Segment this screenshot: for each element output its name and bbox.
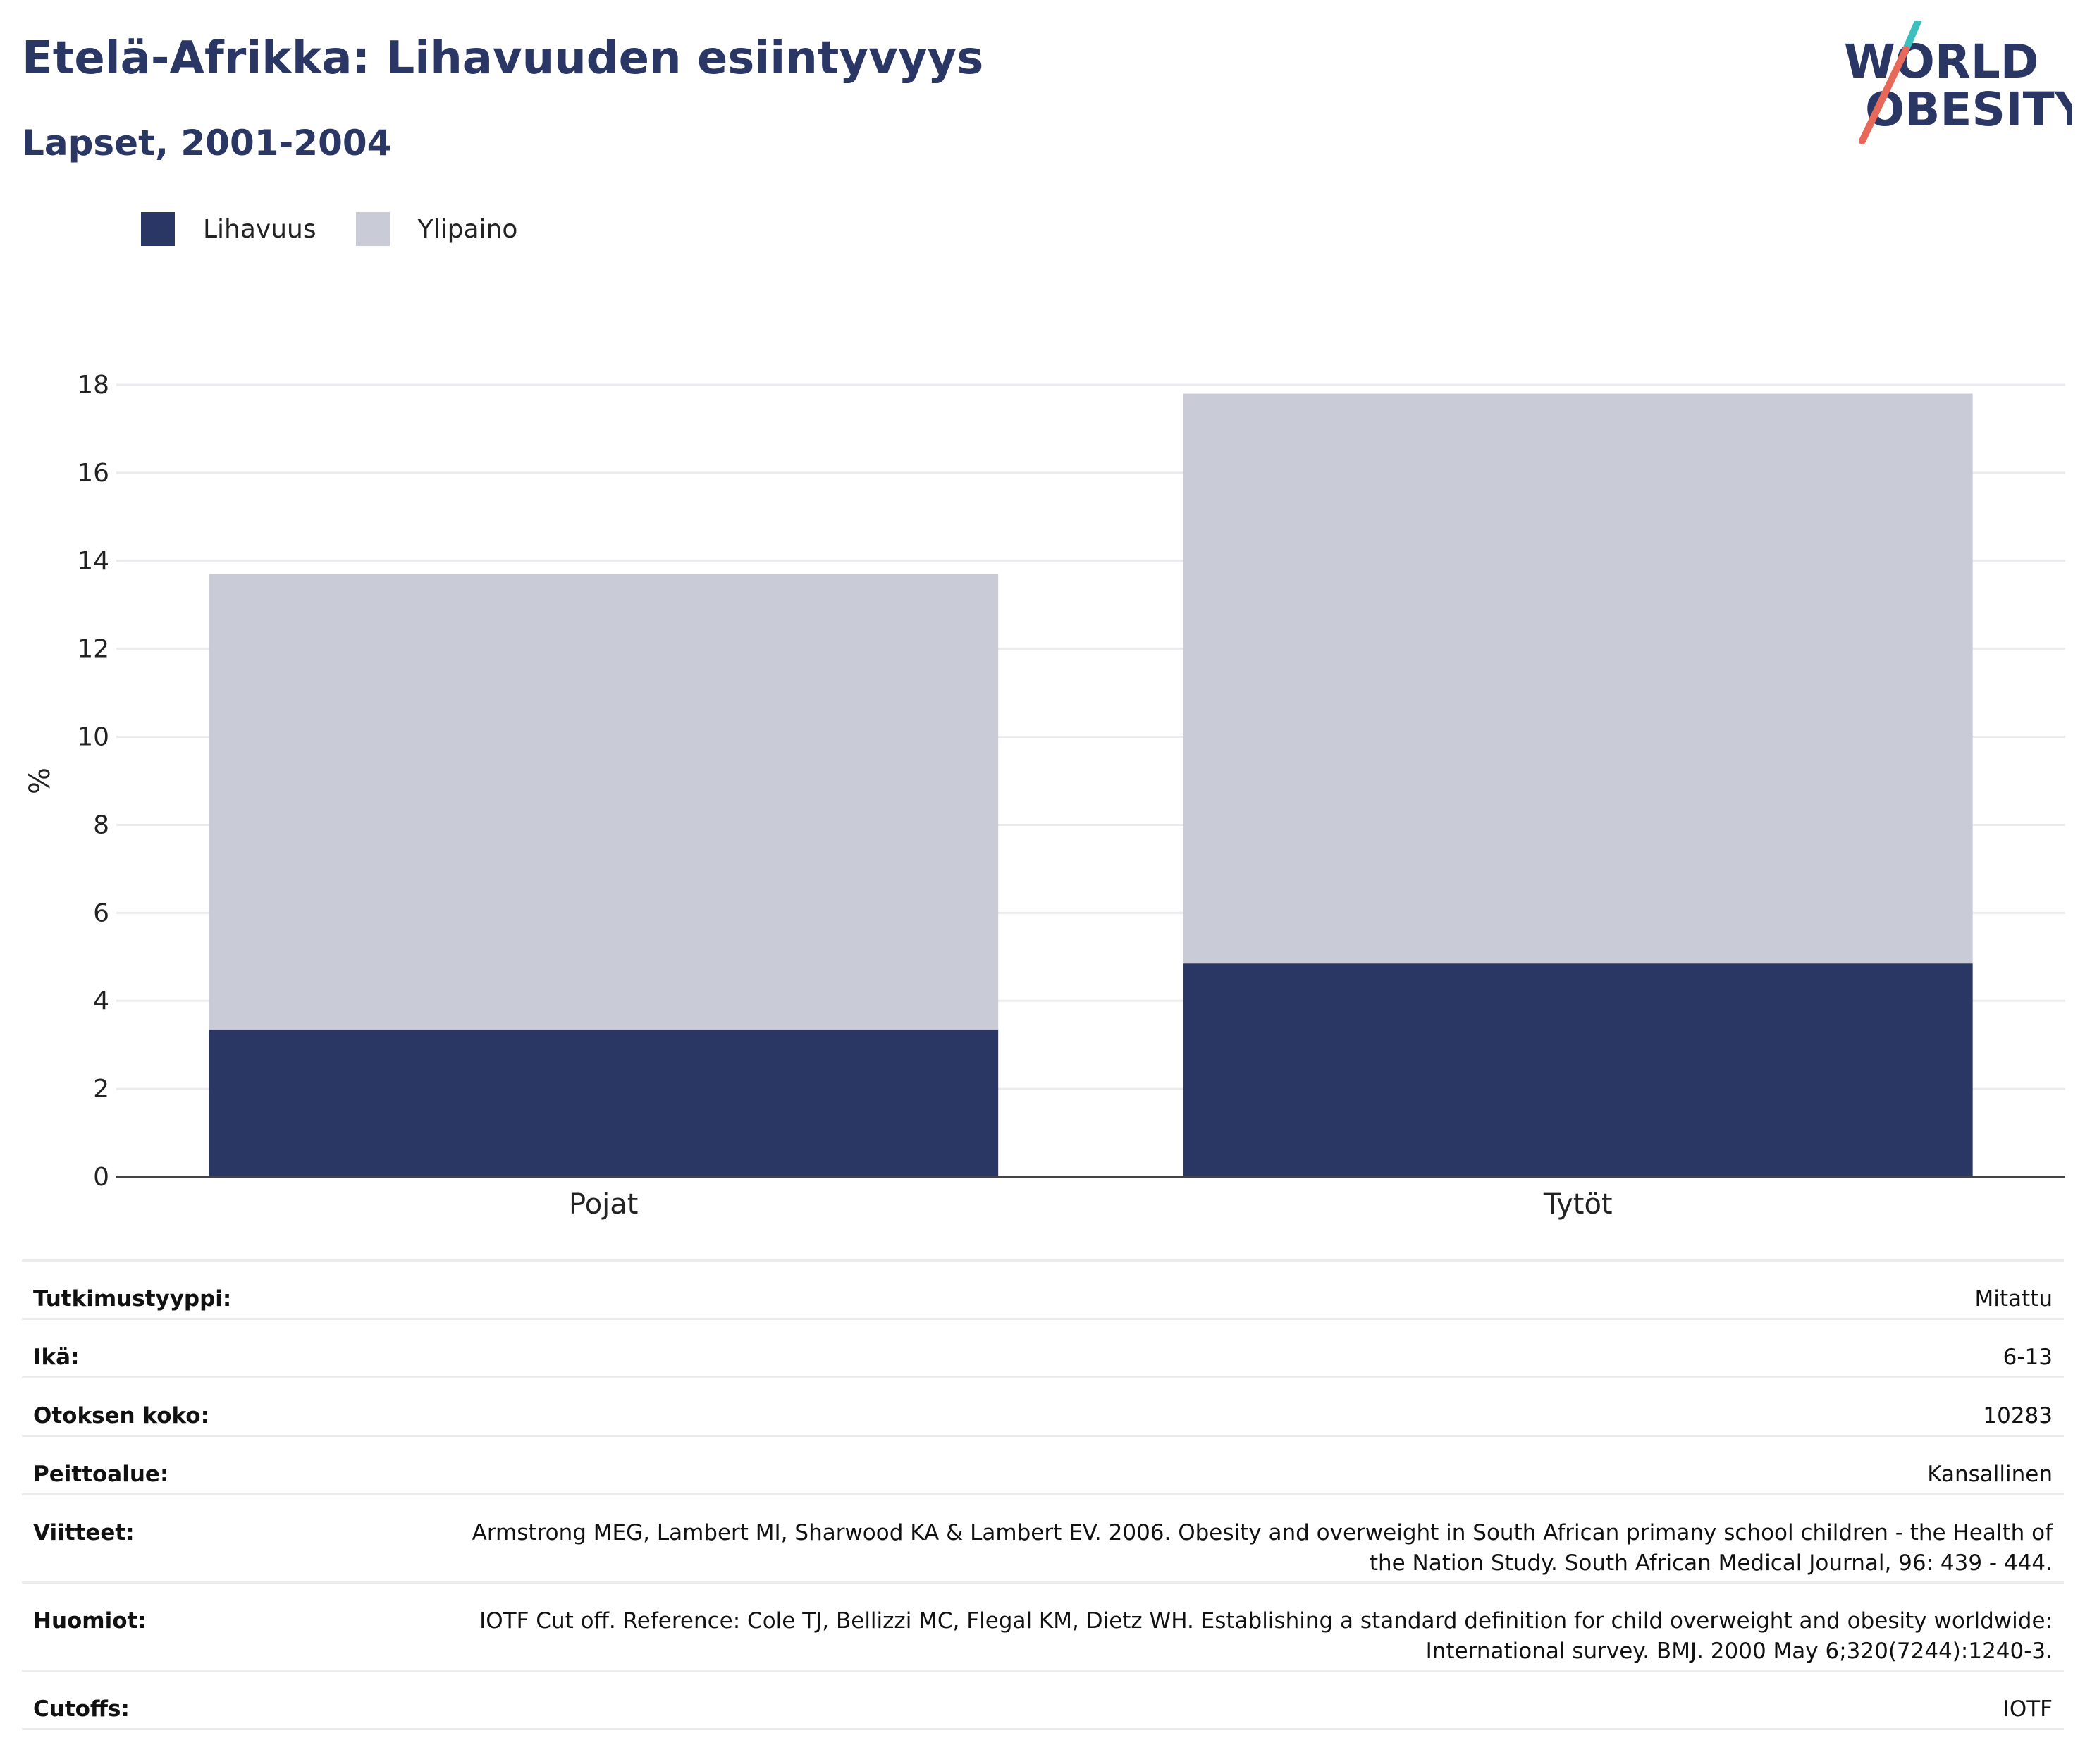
legend-item-obesity[interactable]: Lihavuus (141, 212, 316, 246)
world-obesity-logo: WORLD OBESITY (1844, 21, 2072, 144)
info-value: 10283 (1983, 1403, 2053, 1429)
legend-label-overweight: Ylipaino (417, 214, 518, 244)
info-value: 6-13 (2003, 1345, 2053, 1370)
info-row: Peittoalue: Kansallinen (22, 1437, 2064, 1495)
info-row: Ikä: 6-13 (22, 1320, 2064, 1378)
info-value: Armstrong MEG, Lambert MI, Sharwood KA &… (472, 1520, 2053, 1576)
legend-item-overweight[interactable]: Ylipaino (355, 212, 518, 246)
bar-overweight (209, 574, 999, 1030)
bar-chart: 0 2 4 6 8 10 12 14 16 18% Pojat Tytöt (24, 371, 2065, 1221)
info-value: Kansallinen (1927, 1462, 2053, 1487)
y-tick-label: 16 (77, 459, 109, 488)
info-key: Ikä: (33, 1345, 80, 1370)
y-tick-label: 10 (77, 723, 109, 752)
y-tick-label: 6 (93, 899, 109, 927)
logo-line1: WORLD (1844, 35, 2039, 89)
x-tick-label: Tytöt (1543, 1188, 1613, 1221)
x-tick-label: Pojat (569, 1188, 638, 1221)
y-tick-label: 4 (93, 987, 109, 1016)
y-tick-label: 0 (93, 1163, 109, 1192)
y-tick-label: 12 (77, 635, 109, 664)
logo-line2: OBESITY (1865, 82, 2072, 137)
info-key: Huomiot: (33, 1608, 147, 1634)
y-axis-label: % (24, 767, 56, 794)
info-row: Tutkimustyyppi: Mitattu (22, 1262, 2064, 1320)
bar-obesity (209, 1029, 999, 1177)
chart-legend: Lihavuus Ylipaino (141, 211, 557, 247)
info-key: Cutoffs: (33, 1696, 130, 1722)
y-tick-label: 2 (93, 1075, 109, 1104)
info-value: IOTF Cut off. Reference: Cole TJ, Belliz… (479, 1608, 2053, 1664)
info-key: Otoksen koko: (33, 1403, 209, 1429)
info-row: Viitteet: Armstrong MEG, Lambert MI, Shar… (22, 1495, 2064, 1584)
chart-subtitle: Lapset, 2001-2004 (22, 123, 392, 164)
legend-swatch-obesity (141, 212, 175, 246)
info-key: Peittoalue: (33, 1462, 169, 1487)
y-tick-label: 14 (77, 547, 109, 576)
y-tick-label: 18 (77, 371, 109, 400)
info-row: Otoksen koko: 10283 (22, 1378, 2064, 1437)
info-value: Mitattu (1974, 1286, 2053, 1312)
info-key: Tutkimustyyppi: (33, 1286, 232, 1312)
chart-title: Etelä-Afrikka: Lihavuuden esiintyvyys (22, 32, 984, 85)
bar-overweight (1183, 393, 1973, 964)
info-value: IOTF (2003, 1696, 2053, 1722)
legend-swatch-overweight (355, 212, 390, 246)
legend-label-obesity: Lihavuus (203, 214, 316, 244)
info-key: Viitteet: (33, 1520, 135, 1546)
info-row: Huomiot: IOTF Cut off. Reference: Cole TJ… (22, 1584, 2064, 1672)
y-tick-label: 8 (93, 810, 109, 839)
info-row: Cutoffs: IOTF (22, 1672, 2064, 1730)
study-info-table: Tutkimustyyppi: Mitattu Ikä: 6-13 Otoksen ko… (22, 1259, 2064, 1730)
bar-obesity (1183, 963, 1973, 1177)
